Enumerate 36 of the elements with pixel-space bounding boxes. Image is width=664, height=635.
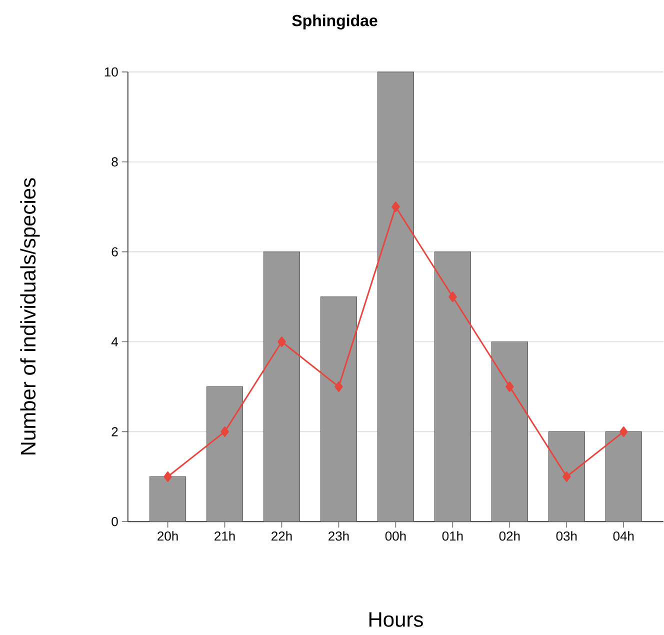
bar — [548, 432, 585, 522]
point — [620, 426, 628, 438]
point — [164, 472, 172, 482]
x-tick-label: 04h — [613, 531, 634, 541]
point — [334, 382, 343, 392]
x-tick-label: 22h — [272, 531, 292, 541]
chart-title: Sphingidae — [292, 14, 378, 30]
y-tick-label: 4 — [111, 338, 118, 346]
point — [506, 382, 514, 392]
y-tick-label: 10 — [104, 68, 118, 77]
x-tick-label: 21h — [214, 531, 235, 541]
x-tick-label: 20h — [158, 531, 178, 541]
x-tick-label: 00h — [385, 531, 406, 541]
y-tick-label: 6 — [112, 247, 118, 257]
point — [448, 292, 457, 302]
bar — [150, 476, 186, 522]
point — [220, 426, 229, 438]
bar — [491, 342, 528, 522]
point — [392, 202, 400, 212]
bar — [206, 386, 244, 522]
y-tick-label: 8 — [112, 158, 118, 167]
bar — [320, 296, 358, 522]
bar — [263, 252, 300, 522]
x-axis-title: Hours — [369, 612, 423, 628]
x-tick-label: 01h — [442, 531, 463, 541]
y-tick-label: 2 — [112, 427, 118, 436]
point — [562, 472, 571, 482]
y-axis-title: Number of individuals/species — [20, 178, 40, 455]
bar — [605, 432, 642, 522]
bar — [434, 252, 471, 522]
x-tick-label: 02h — [499, 531, 520, 541]
x-tick-label: 03h — [556, 531, 577, 541]
bar — [377, 72, 414, 522]
x-tick-label: 23h — [328, 531, 349, 541]
point — [278, 336, 286, 348]
y-tick-label: 0 — [112, 517, 118, 526]
